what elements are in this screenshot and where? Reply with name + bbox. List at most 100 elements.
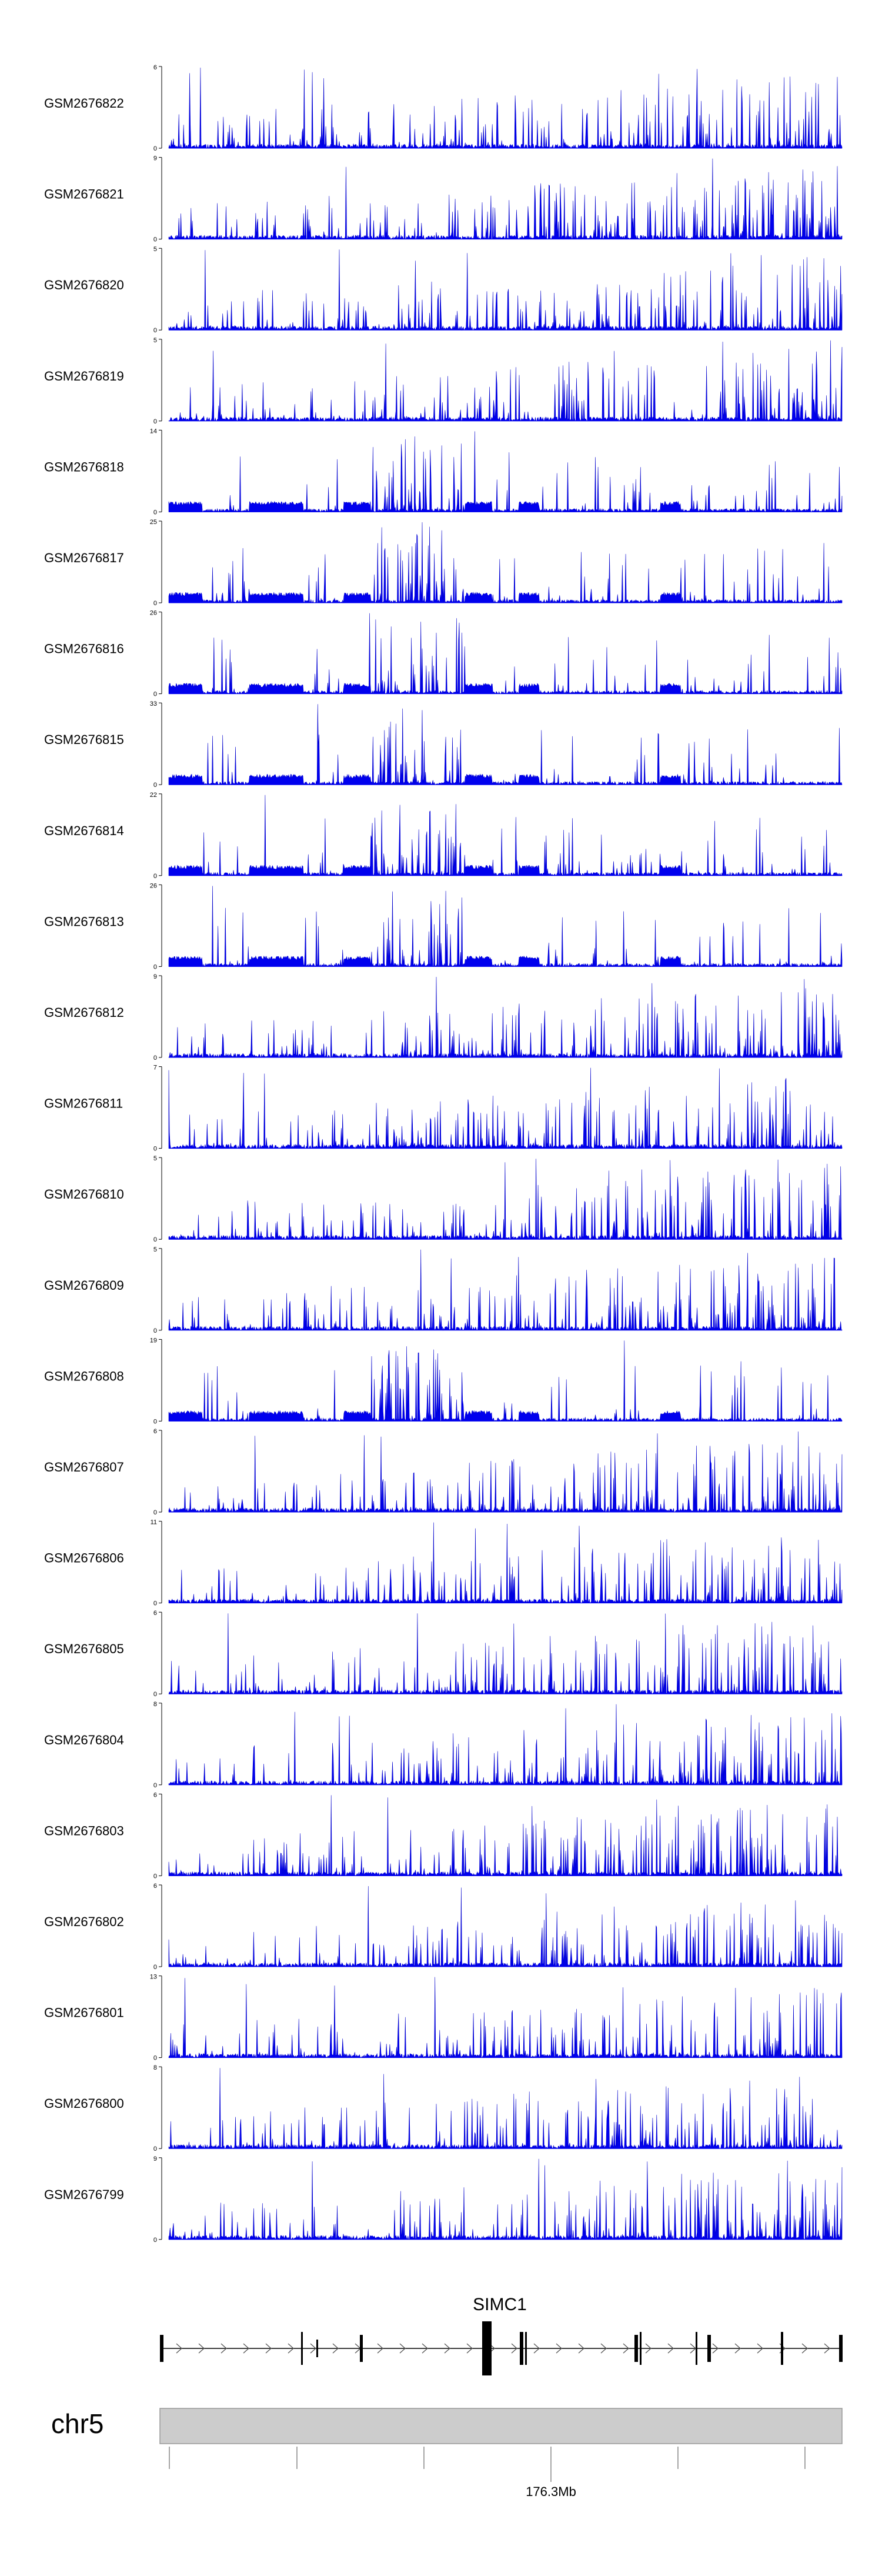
y-tick-label-min: 0 bbox=[153, 1327, 157, 1334]
exon-block bbox=[640, 2332, 642, 2365]
strand-arrow bbox=[667, 2343, 674, 2354]
track-label: GSM2676802 bbox=[44, 1914, 124, 1929]
signal-area bbox=[168, 704, 843, 786]
chromosome-ideogram bbox=[159, 2408, 843, 2444]
signal-area bbox=[168, 431, 843, 513]
track-GSM2676809: GSM2676809 5 0 bbox=[44, 1246, 843, 1334]
y-tick-label-max: 6 bbox=[153, 1610, 157, 1617]
y-tick-label-max: 26 bbox=[150, 610, 157, 617]
track-label: GSM2676803 bbox=[44, 1823, 124, 1838]
y-tick-label-min: 0 bbox=[153, 2145, 157, 2153]
y-tick-label-min: 0 bbox=[153, 1146, 157, 1153]
track-GSM2676818: GSM2676818 14 0 bbox=[44, 428, 843, 516]
chromosome-track: chr5 bbox=[51, 2408, 843, 2444]
y-tick-label-min: 0 bbox=[153, 418, 157, 425]
y-tick-label-max: 33 bbox=[150, 700, 157, 708]
strand-arrow bbox=[824, 2343, 830, 2354]
track-GSM2676799: GSM2676799 9 0 bbox=[44, 2155, 843, 2244]
exon-block bbox=[360, 2335, 363, 2362]
track-label: GSM2676822 bbox=[44, 96, 124, 111]
signal-area bbox=[168, 249, 843, 331]
y-tick-label-min: 0 bbox=[153, 2055, 157, 2062]
track-label: GSM2676799 bbox=[44, 2187, 124, 2202]
exon-block bbox=[781, 2332, 783, 2365]
track-label: GSM2676806 bbox=[44, 1551, 124, 1566]
signal-area bbox=[168, 2158, 843, 2240]
signal-area bbox=[168, 1067, 843, 1149]
track-label: GSM2676814 bbox=[44, 823, 124, 838]
track-label: GSM2676809 bbox=[44, 1278, 124, 1293]
strand-arrow bbox=[377, 2343, 383, 2354]
track-GSM2676805: GSM2676805 6 0 bbox=[44, 1610, 843, 1698]
y-tick-label-max: 11 bbox=[151, 1519, 157, 1526]
y-tick-label-min: 0 bbox=[153, 236, 157, 243]
exon-block bbox=[839, 2335, 843, 2362]
track-GSM2676817: GSM2676817 25 0 bbox=[44, 519, 843, 607]
signal-area bbox=[168, 522, 843, 603]
y-tick-label-min: 0 bbox=[153, 509, 157, 516]
y-tick-label-min: 0 bbox=[153, 1964, 157, 1971]
exon-block bbox=[482, 2321, 492, 2375]
track-label: GSM2676804 bbox=[44, 1733, 124, 1747]
track-label: GSM2676819 bbox=[44, 369, 124, 383]
strand-arrow bbox=[466, 2343, 473, 2354]
track-GSM2676814: GSM2676814 22 0 bbox=[44, 792, 843, 880]
signal-area bbox=[168, 1340, 843, 1422]
y-tick-label-max: 22 bbox=[150, 792, 157, 799]
track-GSM2676822: GSM2676822 6 0 bbox=[44, 64, 843, 152]
track-label: GSM2676817 bbox=[44, 550, 124, 565]
signal-area bbox=[168, 340, 843, 422]
exon-block bbox=[301, 2332, 303, 2365]
y-tick-label-max: 7 bbox=[153, 1065, 157, 1072]
strand-arrow bbox=[220, 2343, 227, 2354]
coordinate-label: 176.3Mb bbox=[526, 2484, 576, 2499]
signal-area bbox=[168, 1613, 843, 1695]
gene-track: SIMC1 bbox=[160, 2295, 843, 2375]
strand-arrow bbox=[444, 2343, 450, 2354]
strand-arrow bbox=[288, 2343, 294, 2354]
track-GSM2676808: GSM2676808 19 0 bbox=[44, 1337, 843, 1425]
signal-area bbox=[168, 158, 843, 240]
signal-area bbox=[168, 613, 843, 695]
track-GSM2676810: GSM2676810 5 0 bbox=[44, 1155, 843, 1243]
signal-area bbox=[168, 1704, 843, 1786]
track-label: GSM2676805 bbox=[44, 1641, 124, 1656]
track-GSM2676812: GSM2676812 9 0 bbox=[44, 973, 843, 1062]
y-tick-label-min: 0 bbox=[153, 145, 157, 152]
track-GSM2676807: GSM2676807 6 0 bbox=[44, 1428, 843, 1516]
signal-area bbox=[168, 67, 843, 149]
gene-label: SIMC1 bbox=[473, 2295, 527, 2314]
y-tick-label-min: 0 bbox=[153, 1873, 157, 1880]
track-label: GSM2676807 bbox=[44, 1460, 124, 1474]
strand-arrow bbox=[556, 2343, 562, 2354]
exon-block bbox=[696, 2332, 697, 2365]
track-label: GSM2676816 bbox=[44, 642, 124, 656]
y-tick-label-min: 0 bbox=[153, 782, 157, 789]
strand-arrow bbox=[734, 2343, 741, 2354]
y-tick-label-min: 0 bbox=[153, 1691, 157, 1698]
strand-arrow bbox=[176, 2343, 182, 2354]
strand-arrow bbox=[310, 2343, 316, 2354]
y-tick-label-min: 0 bbox=[153, 327, 157, 334]
y-tick-label-max: 14 bbox=[150, 428, 157, 435]
y-tick-label-max: 26 bbox=[150, 882, 157, 889]
track-label: GSM2676820 bbox=[44, 278, 124, 292]
y-tick-label-max: 8 bbox=[153, 2064, 157, 2071]
y-tick-label-max: 8 bbox=[153, 1701, 157, 1708]
chromosome-label: chr5 bbox=[51, 2408, 103, 2439]
exon-block bbox=[634, 2335, 638, 2362]
track-GSM2676802: GSM2676802 6 0 bbox=[44, 1883, 843, 1971]
track-GSM2676803: GSM2676803 6 0 bbox=[44, 1791, 843, 1880]
track-label: GSM2676812 bbox=[44, 1005, 124, 1020]
track-GSM2676811: GSM2676811 7 0 bbox=[44, 1065, 843, 1153]
strand-arrow bbox=[511, 2343, 517, 2354]
signal-tracks: GSM267682260GSM267682190GSM267682050GSM2… bbox=[44, 64, 843, 2244]
track-label: GSM2676800 bbox=[44, 2096, 124, 2111]
strand-arrow bbox=[623, 2343, 629, 2354]
track-label: GSM2676813 bbox=[44, 914, 124, 929]
strand-arrow bbox=[757, 2343, 763, 2354]
track-GSM2676813: GSM2676813 26 0 bbox=[44, 882, 843, 970]
track-label: GSM2676811 bbox=[44, 1096, 123, 1111]
signal-area bbox=[168, 1249, 843, 1331]
signal-area bbox=[168, 795, 843, 876]
